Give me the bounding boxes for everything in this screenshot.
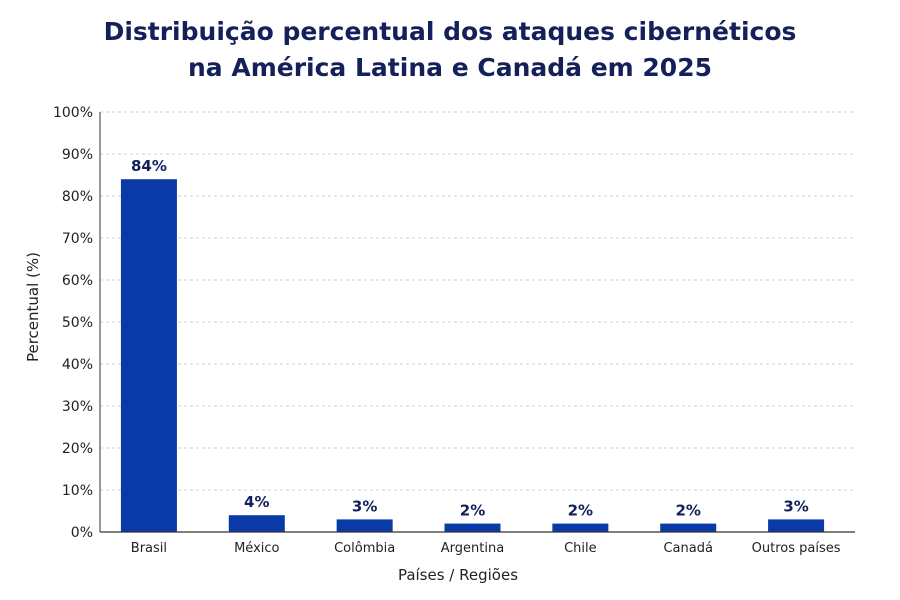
- x-tick-label: Chile: [564, 541, 597, 556]
- y-tick-label: 30%: [62, 399, 93, 415]
- y-axis-ticks: 0% 10% 20% 30% 40% 50% 60% 70% 80% 90% 100%: [53, 105, 93, 541]
- bar-value-label: 2%: [675, 502, 700, 520]
- y-tick-label: 10%: [62, 483, 93, 499]
- y-tick-label: 50%: [62, 315, 93, 331]
- x-axis-ticks: Brasil México Colômbia Argentina Chile Canadá…: [131, 541, 841, 556]
- bar: [552, 523, 609, 532]
- bar: [336, 519, 393, 532]
- x-tick-label: Argentina: [441, 541, 504, 556]
- x-tick-label: México: [234, 541, 279, 556]
- bar: [660, 523, 717, 532]
- bar-value-label: 84%: [131, 157, 167, 175]
- y-tick-label: 60%: [62, 273, 93, 289]
- bar-value-label: 4%: [244, 493, 269, 511]
- y-tick-label: 80%: [62, 189, 93, 205]
- chart-title: Distribuição percentual dos ataques cibe…: [0, 14, 900, 86]
- x-tick-label: Outros países: [752, 541, 841, 556]
- chart-title-line-1: Distribuição percentual dos ataques cibe…: [103, 17, 797, 46]
- bar-value-label: 3%: [352, 497, 377, 515]
- bar: [444, 523, 501, 532]
- y-tick-label: 20%: [62, 441, 93, 457]
- y-tick-label: 40%: [62, 357, 93, 373]
- y-tick-label: 0%: [71, 525, 93, 541]
- chart-title-line-2: na América Latina e Canadá em 2025: [187, 53, 712, 82]
- value-labels: 84% 4% 3% 2% 2% 2% 3%: [131, 157, 809, 519]
- y-tick-label: 70%: [62, 231, 93, 247]
- bars: [120, 179, 825, 532]
- bar: [768, 519, 825, 532]
- x-tick-label: Brasil: [131, 541, 167, 556]
- bar: [120, 179, 177, 532]
- x-axis-title: Países / Regiões: [398, 566, 518, 584]
- bar-value-label: 3%: [783, 497, 808, 515]
- bar-value-label: 2%: [568, 502, 593, 520]
- x-tick-label: Canadá: [663, 541, 712, 556]
- y-tick-label: 90%: [62, 147, 93, 163]
- gridlines: [100, 111, 855, 491]
- bar-value-label: 2%: [460, 502, 485, 520]
- x-tick-label: Colômbia: [334, 541, 395, 556]
- bar: [228, 515, 285, 532]
- y-axis-title: Percentual (%): [24, 252, 42, 362]
- y-tick-label: 100%: [53, 105, 93, 121]
